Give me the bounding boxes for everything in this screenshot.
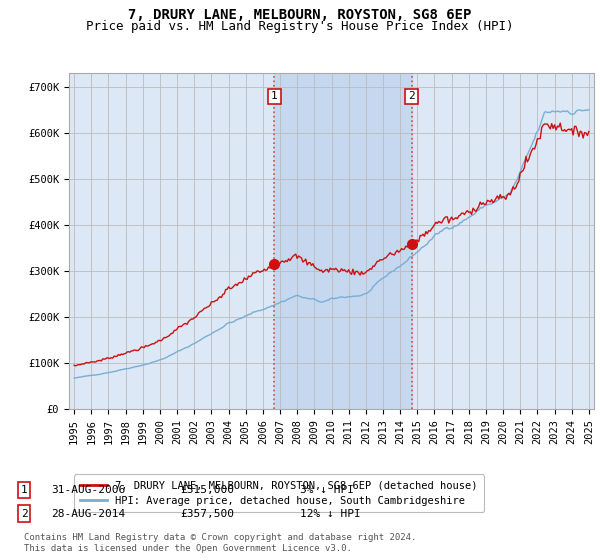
Legend: 7, DRURY LANE, MELBOURN, ROYSTON, SG8 6EP (detached house), HPI: Average price, : 7, DRURY LANE, MELBOURN, ROYSTON, SG8 6E… <box>74 474 484 512</box>
Text: 3% ↓ HPI: 3% ↓ HPI <box>300 485 354 495</box>
Bar <box>274 73 412 409</box>
Text: 2: 2 <box>20 508 28 519</box>
Text: Price paid vs. HM Land Registry's House Price Index (HPI): Price paid vs. HM Land Registry's House … <box>86 20 514 32</box>
Text: Contains HM Land Registry data © Crown copyright and database right 2024.
This d: Contains HM Land Registry data © Crown c… <box>24 533 416 553</box>
Text: £315,000: £315,000 <box>180 485 234 495</box>
Text: £357,500: £357,500 <box>180 508 234 519</box>
Text: 7, DRURY LANE, MELBOURN, ROYSTON, SG8 6EP: 7, DRURY LANE, MELBOURN, ROYSTON, SG8 6E… <box>128 8 472 22</box>
Text: 2: 2 <box>408 91 415 101</box>
Text: 28-AUG-2014: 28-AUG-2014 <box>51 508 125 519</box>
Text: 31-AUG-2006: 31-AUG-2006 <box>51 485 125 495</box>
Text: 1: 1 <box>271 91 278 101</box>
Text: 1: 1 <box>20 485 28 495</box>
Text: 12% ↓ HPI: 12% ↓ HPI <box>300 508 361 519</box>
